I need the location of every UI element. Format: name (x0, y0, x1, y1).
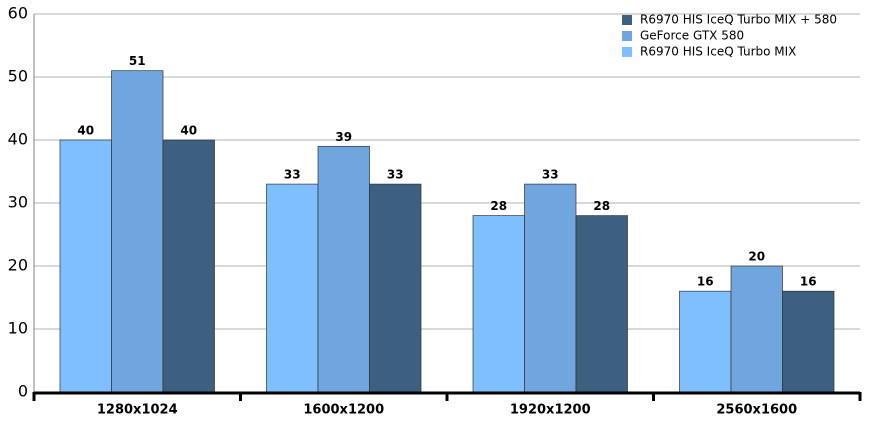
bar (524, 183, 577, 393)
bar (369, 183, 422, 393)
bar (59, 139, 112, 393)
value-label: 16 (697, 275, 714, 289)
bar (679, 290, 732, 393)
y-tick-label: 10 (8, 319, 28, 338)
legend-swatch (622, 47, 632, 57)
bar (782, 290, 835, 393)
value-label: 16 (800, 275, 817, 289)
x-tick-label: 1280x1024 (97, 403, 178, 418)
legend-label: R6970 HIS IceQ Turbo MIX (640, 45, 796, 59)
value-label: 40 (180, 124, 197, 138)
value-label: 40 (77, 124, 94, 138)
value-label: 51 (129, 54, 146, 68)
y-tick-label: 20 (8, 256, 28, 275)
y-tick-label: 50 (8, 67, 28, 86)
legend-swatch (622, 15, 632, 25)
legend-swatch (622, 31, 632, 41)
value-label: 20 (748, 250, 765, 264)
value-label: 39 (335, 130, 352, 144)
y-tick-label: 40 (8, 130, 28, 149)
y-tick-label: 0 (18, 382, 28, 401)
bar (162, 139, 215, 393)
x-tick-label: 1920x1200 (510, 403, 591, 418)
y-tick-label: 30 (8, 193, 28, 212)
value-label: 28 (490, 199, 507, 213)
bar (472, 215, 525, 393)
value-label: 33 (542, 168, 559, 182)
bar (730, 265, 783, 393)
value-label: 28 (593, 199, 610, 213)
y-tick-label: 60 (8, 4, 28, 23)
bar (575, 215, 628, 393)
bar (317, 145, 370, 393)
x-tick-label: 1600x1200 (303, 403, 384, 418)
bar (111, 70, 164, 393)
value-label: 33 (284, 168, 301, 182)
legend-label: R6970 HIS IceQ Turbo MIX + 580 (640, 13, 837, 27)
x-tick-label: 2560x1600 (716, 403, 797, 418)
bar (266, 183, 319, 393)
legend-label: GeForce GTX 580 (640, 29, 744, 43)
value-label: 33 (387, 168, 404, 182)
